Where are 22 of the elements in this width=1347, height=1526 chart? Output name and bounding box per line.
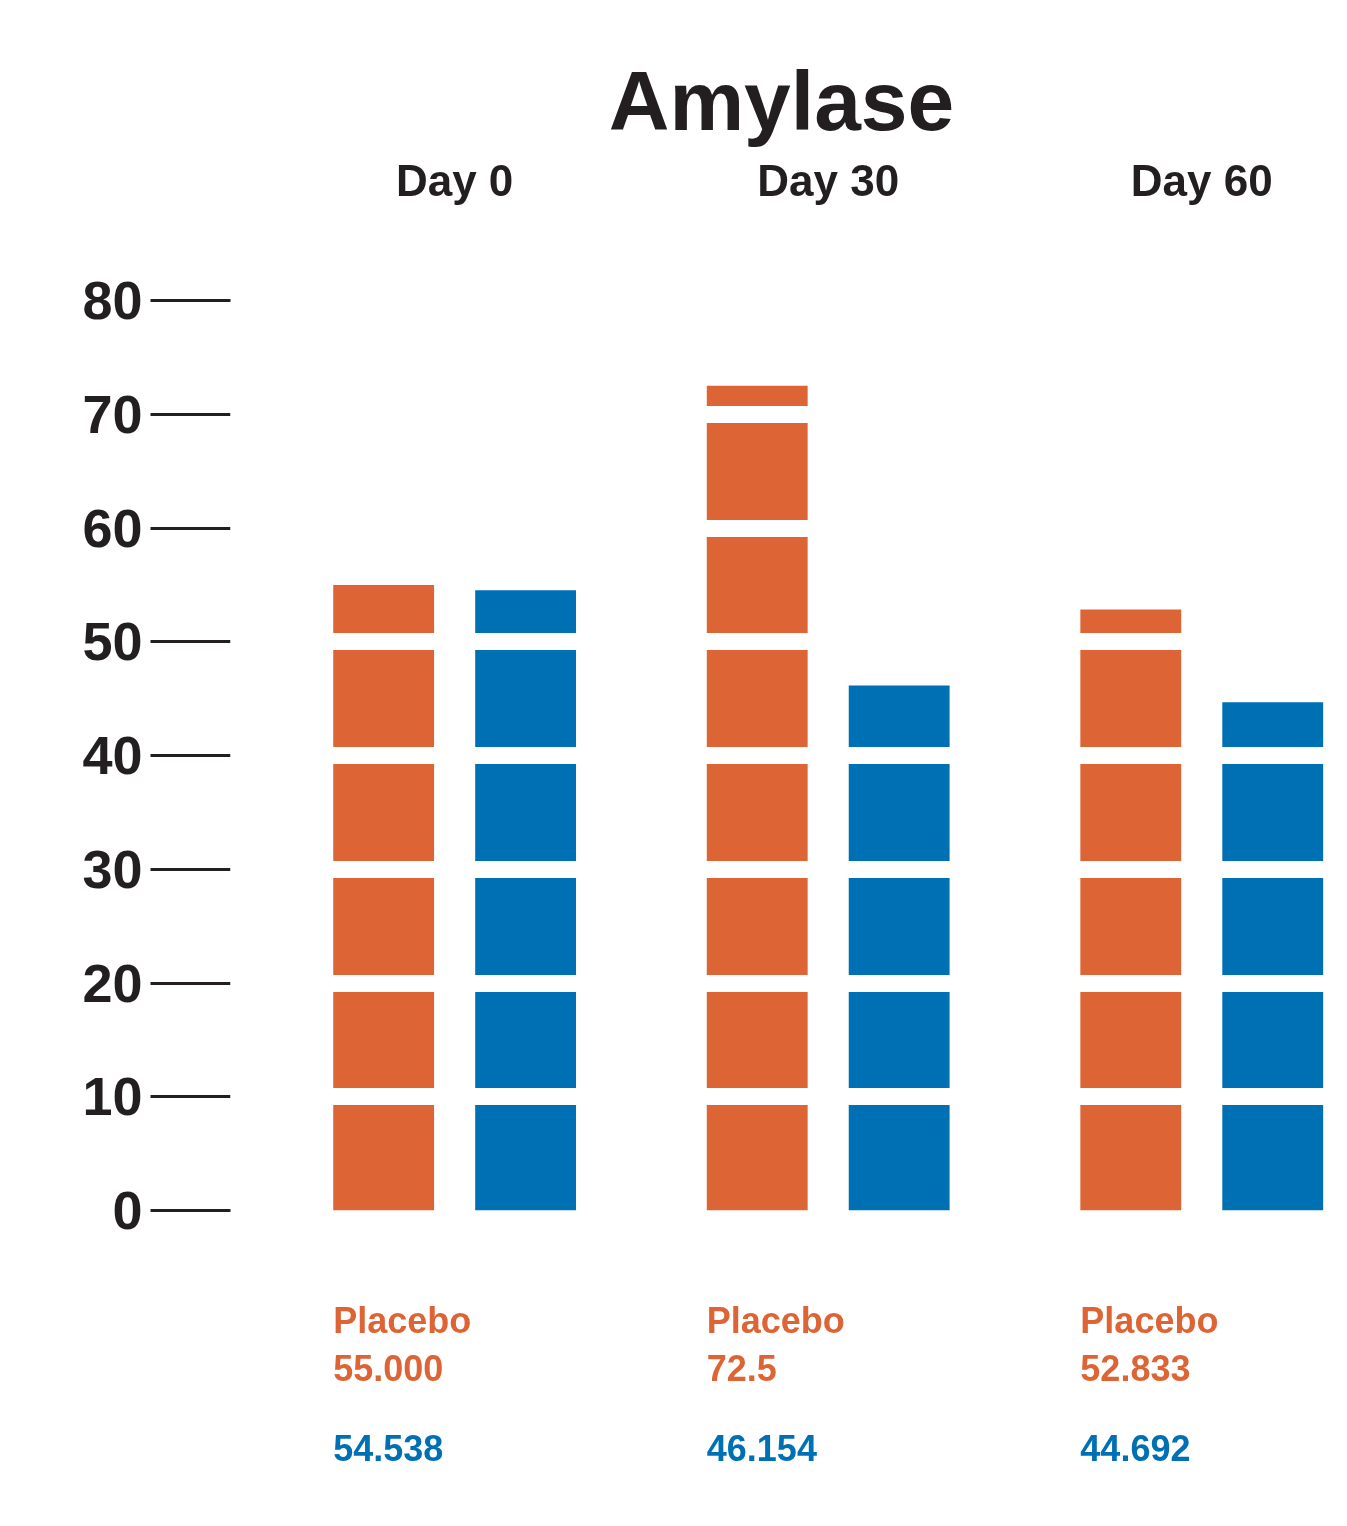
x-tick-label: Day 60: [1130, 155, 1273, 205]
chart-title: Amylase: [608, 53, 955, 148]
text: Placebo: [333, 1300, 472, 1341]
data-label: 52.833: [1080, 1347, 1191, 1389]
data-label: 72.5: [706, 1347, 777, 1389]
x-tick-label: Day 30: [757, 155, 900, 205]
y-tick-label: 0: [112, 1180, 143, 1240]
data-label: 46.154: [706, 1427, 817, 1469]
y-tick-label: 30: [82, 838, 143, 899]
text: Placebo: [706, 1300, 845, 1341]
text: Placebo: [1080, 1300, 1219, 1341]
data-label: 55.000: [333, 1347, 444, 1389]
y-tick-label: 10: [82, 1066, 143, 1127]
y-tick-label: 70: [82, 383, 143, 444]
data-label: 54.538: [333, 1427, 444, 1469]
x-tick-label: Day 0: [395, 155, 514, 205]
y-tick-label: 80: [82, 270, 143, 330]
y-tick-label: 40: [82, 725, 143, 785]
y-tick-label: 20: [82, 952, 143, 1013]
data-label: 44.692: [1080, 1427, 1191, 1469]
y-tick-label: 50: [82, 611, 143, 672]
y-tick-label: 60: [82, 497, 143, 558]
